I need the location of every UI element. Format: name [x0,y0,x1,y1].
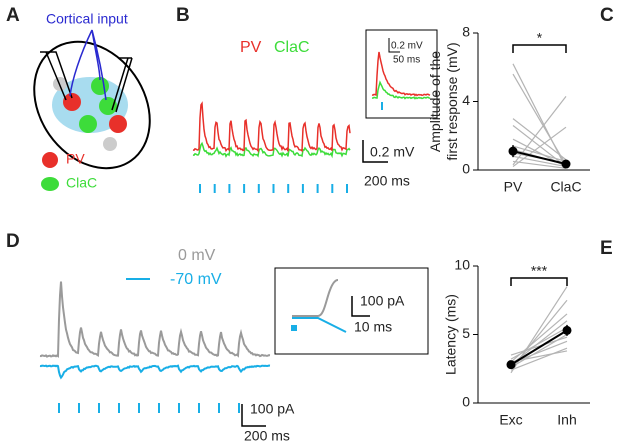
pair-line [512,95,567,166]
pair-line [512,125,567,168]
pair-line [510,327,568,360]
legend-swatch [41,177,59,191]
legend-swatch [42,152,58,168]
y-tick-label: 10 [454,257,470,273]
significance: *** [531,263,548,279]
mean-point [506,360,516,370]
panel-label: C [600,5,614,26]
y-tick-label: 5 [462,325,470,341]
mean-point [561,159,571,169]
input-arrows [69,29,107,101]
clac-cell [99,97,117,115]
significance-bracket [512,44,567,53]
charts: C 0 4 8 Amplitude of the first response (mV) P… [427,5,614,428]
clac-cell [79,115,97,133]
legend-label: PV [240,39,262,56]
trace [39,281,271,358]
panel-label: E [600,238,613,259]
pair-line [512,155,567,168]
x-tick-label: ClaC [550,179,581,195]
scale-bar [362,140,388,163]
pv-cell [109,115,127,133]
scale-label: 100 pA [250,401,295,417]
trace [192,101,351,153]
cell [103,137,117,151]
electrode [111,57,133,113]
y-axis-label: Amplitude of the [427,51,443,152]
x-tick-label: PV [504,179,523,195]
stim-marker [291,325,297,331]
legend-label: -70 mV [170,271,222,288]
scale-label: 50 ms [393,55,420,66]
pair-line [512,145,567,163]
scale-bar [388,38,400,53]
input-label: Cortical input [46,11,128,27]
x-tick-label: Exc [499,412,522,428]
scale-bar [241,404,266,427]
panel-label: B [176,5,190,26]
pair-line [512,73,567,166]
slice-outline [33,40,151,170]
pair-line [510,347,568,371]
mean-point [508,146,518,156]
electrode [40,51,73,101]
mean-point [562,325,572,335]
x-tick-label: Inh [557,412,576,428]
scale-label: 200 ms [364,173,410,189]
trace [371,80,431,100]
scale-label: 100 pA [360,293,405,309]
inset-frame [274,267,429,355]
pv-cell [63,93,81,111]
scale-label: 0.2 mV [370,144,415,160]
legend-label: ClaC [66,175,97,191]
scale-label: 200 ms [244,428,290,444]
trace [371,51,431,97]
trace [39,364,271,380]
inset-trace [292,279,339,317]
y-tick-label: 8 [462,24,470,40]
scale-label: 10 ms [354,319,392,335]
panel-label: A [6,5,20,26]
y-tick-label: 0 [462,161,470,177]
pair-line [512,160,567,169]
y-tick-label: 0 [462,394,470,410]
pair-line [512,126,567,168]
traces [192,51,431,193]
pair-line [512,118,567,161]
traces [39,281,271,413]
legend-label: PV [66,151,85,167]
inset-frame [365,29,438,119]
y-axis-label: Latency (ms) [443,294,459,375]
pair-line [510,336,568,356]
legend-label: 0 mV [178,247,216,264]
y-axis-label: first response (mV) [444,42,460,160]
inset-trace [292,317,347,333]
mean-line [510,329,568,366]
y-tick-label: 4 [462,92,470,108]
panel-label: D [6,231,20,252]
mean-line [512,150,567,165]
significance-bracket [510,277,568,286]
trace [192,141,351,159]
significance: * [537,30,543,46]
legend-label: ClaC [274,39,310,56]
scale-bar [351,296,370,317]
scale-label: 0.2 mV [391,41,423,52]
